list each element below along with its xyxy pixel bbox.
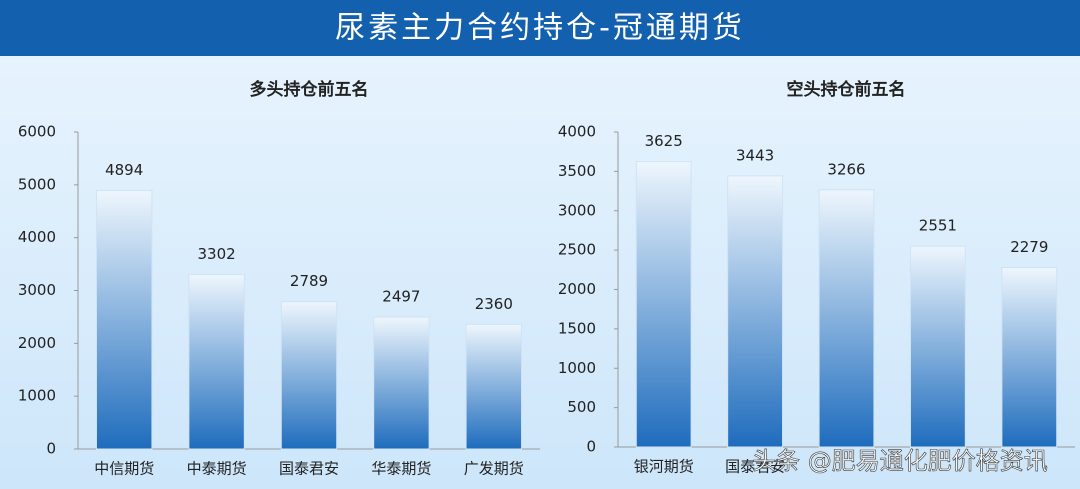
y-tick-label: 4000 bbox=[18, 228, 56, 246]
x-tick-label: 广发期货 bbox=[464, 460, 524, 478]
x-tick-label: 中泰期货 bbox=[187, 460, 247, 478]
bar bbox=[635, 161, 692, 448]
x-tick-label: 国泰君安 bbox=[279, 460, 339, 478]
y-tick-label: 5000 bbox=[18, 175, 56, 193]
bar bbox=[727, 175, 784, 448]
y-tick-label: 3500 bbox=[558, 162, 596, 180]
y-tick-label: 1500 bbox=[558, 319, 596, 337]
bar bbox=[465, 323, 523, 450]
banner-title: 尿素主力合约持仓-冠通期货 bbox=[335, 11, 745, 46]
y-tick-label: 6000 bbox=[18, 123, 56, 141]
chart-title: 多头持仓前五名 bbox=[250, 79, 369, 100]
value-label: 2279 bbox=[1010, 238, 1048, 256]
y-tick-label: 1000 bbox=[558, 359, 596, 377]
y-tick-label: 0 bbox=[586, 438, 596, 456]
banner bbox=[0, 0, 1080, 56]
x-tick-label: 银河期货 bbox=[634, 458, 694, 476]
y-tick-label: 3000 bbox=[558, 201, 596, 219]
value-label: 3443 bbox=[736, 146, 774, 164]
y-tick-label: 500 bbox=[567, 398, 596, 416]
chart-title: 空头持仓前五名 bbox=[787, 79, 906, 100]
bar bbox=[909, 245, 966, 448]
bar bbox=[1001, 267, 1058, 448]
x-tick-label: 华泰期货 bbox=[371, 460, 431, 478]
bar bbox=[95, 189, 153, 450]
value-label: 2497 bbox=[382, 288, 420, 306]
y-tick-label: 2000 bbox=[558, 280, 596, 298]
x-tick-label: 中信期货 bbox=[94, 460, 154, 478]
bar bbox=[373, 316, 430, 450]
value-label: 3302 bbox=[198, 245, 236, 263]
bar bbox=[188, 274, 245, 450]
y-tick-label: 0 bbox=[46, 440, 56, 458]
value-label: 2551 bbox=[919, 217, 957, 235]
value-label: 2360 bbox=[475, 295, 513, 313]
value-label: 3266 bbox=[827, 160, 865, 178]
value-label: 4894 bbox=[105, 161, 143, 179]
value-label: 3625 bbox=[645, 132, 683, 150]
y-tick-label: 1000 bbox=[18, 387, 56, 405]
value-label: 2789 bbox=[290, 272, 328, 290]
bar bbox=[280, 301, 338, 450]
y-tick-label: 3000 bbox=[18, 281, 56, 299]
y-tick-label: 4000 bbox=[558, 123, 596, 141]
y-tick-label: 2000 bbox=[18, 334, 56, 352]
x-tick-label: 国泰君安 bbox=[725, 458, 785, 476]
y-tick-label: 2500 bbox=[558, 241, 596, 259]
bar bbox=[818, 189, 875, 448]
watermark: 头条 @肥易通化肥价格资讯 bbox=[752, 447, 1048, 475]
